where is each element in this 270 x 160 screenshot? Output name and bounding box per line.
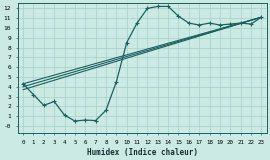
- X-axis label: Humidex (Indice chaleur): Humidex (Indice chaleur): [87, 148, 198, 156]
